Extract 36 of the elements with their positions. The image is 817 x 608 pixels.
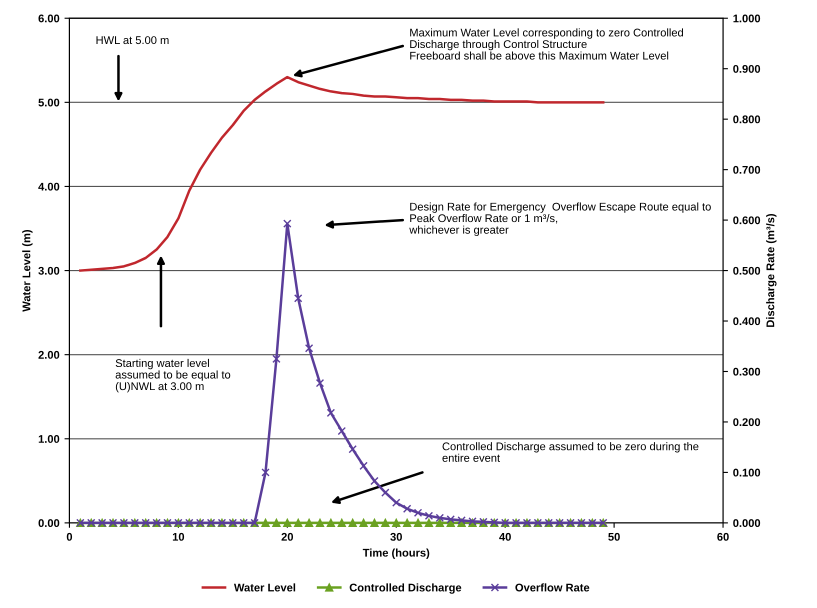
y-tick-label: 3.00 bbox=[38, 266, 60, 275]
y2-tick-label: 0.200 bbox=[733, 418, 760, 426]
y2-tick-label: 0.300 bbox=[733, 368, 760, 376]
y-tick-label: 1.00 bbox=[38, 435, 60, 443]
x-tick-label: 40 bbox=[499, 532, 511, 541]
y2-tick-label: 0.400 bbox=[733, 317, 760, 326]
annotation: Design Rate for Emergency Overflow Escape Route equal to Peak Overflow Rate or 1 m³/s, whichever is greater bbox=[409, 202, 711, 236]
y2-tick-label: 0.800 bbox=[733, 115, 760, 124]
y-tick-label: 6.00 bbox=[38, 14, 60, 22]
x-axis-title: Time (hours) bbox=[362, 548, 430, 559]
y-tick-label: 5.00 bbox=[38, 98, 60, 106]
y2-axis-title: Discharge Rate (m³/s) bbox=[766, 214, 777, 327]
x-tick-label: 10 bbox=[172, 532, 184, 541]
y-tick-label: 2.00 bbox=[38, 350, 60, 359]
y2-tick-label: 0.100 bbox=[733, 468, 760, 477]
y2-tick-label: 0.700 bbox=[733, 166, 760, 174]
legend-label: Water Level bbox=[234, 583, 296, 592]
y2-tick-label: 0.000 bbox=[733, 519, 760, 528]
legend-label: Overflow Rate bbox=[515, 583, 590, 592]
x-tick-label: 60 bbox=[717, 532, 729, 541]
annotation: Maximum Water Level corresponding to zero Controlled Discharge through Control Structure Freeboard shall be above this Maximum Water Level bbox=[410, 28, 683, 60]
y2-tick-label: 0.500 bbox=[733, 266, 760, 275]
x-tick-label: 50 bbox=[608, 532, 620, 541]
annotation: Starting water level assumed to be equal to (U)NWL at 3.00 m bbox=[116, 358, 230, 392]
x-tick-label: 30 bbox=[390, 532, 402, 541]
y2-tick-label: 0.600 bbox=[733, 216, 760, 224]
legend-label: Controlled Discharge bbox=[350, 583, 462, 594]
annotation: Controlled Discharge assumed to be zero during the entire event bbox=[442, 442, 698, 462]
y2-tick-label: 1.000 bbox=[733, 14, 760, 22]
y-axis-title: Water Level (m) bbox=[22, 230, 33, 312]
x-tick-label: 20 bbox=[282, 532, 294, 541]
y-tick-label: 4.00 bbox=[38, 182, 60, 191]
annotation: HWL at 5.00 m bbox=[96, 36, 169, 44]
y-tick-label: 0.00 bbox=[38, 519, 60, 528]
x-tick-label: 0 bbox=[66, 532, 72, 541]
y2-tick-label: 0.900 bbox=[733, 64, 760, 73]
